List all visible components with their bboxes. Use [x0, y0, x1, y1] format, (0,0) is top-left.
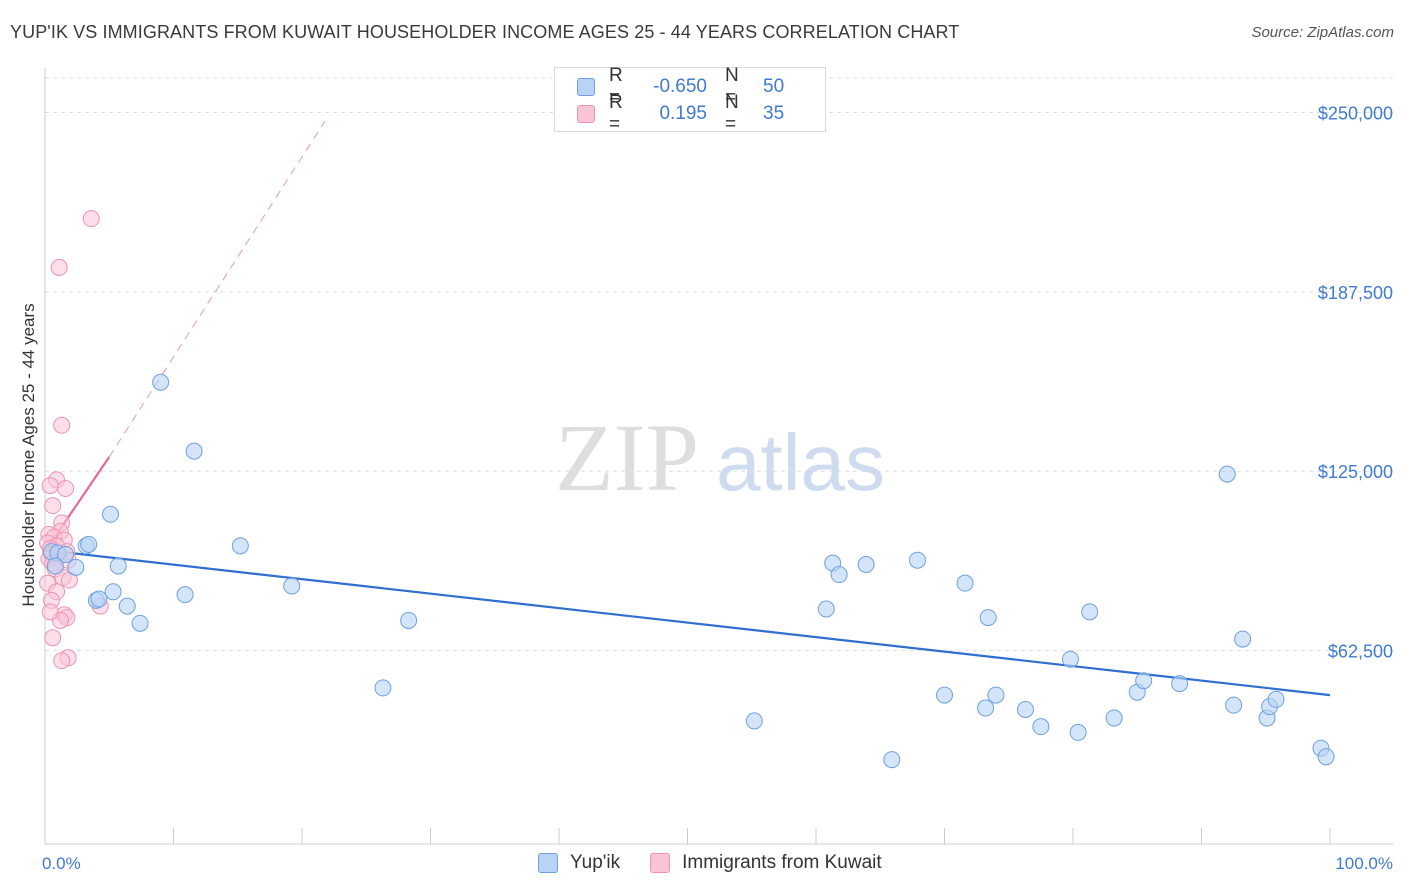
legend-row-kuwait: R = 0.195 N = 35	[577, 92, 785, 135]
data-point-yupik	[109, 557, 127, 575]
legend-n-value: 35	[763, 103, 785, 124]
data-point-yupik	[1225, 696, 1243, 714]
series-yupik-points	[42, 373, 1335, 769]
y-axis-label: Householder Income Ages 25 - 44 years	[19, 303, 38, 606]
data-point-yupik	[1234, 630, 1252, 648]
legend-swatch-yupik	[538, 853, 558, 873]
data-point-yupik	[956, 574, 974, 592]
data-point-yupik	[118, 597, 136, 615]
data-point-kuwait	[53, 416, 71, 434]
source-label: Source: ZipAtlas.com	[1251, 24, 1394, 41]
series-legend: Yup'ik Immigrants from Kuwait	[538, 852, 912, 874]
grid-lines	[45, 77, 1393, 652]
data-point-yupik	[1105, 709, 1123, 727]
data-point-yupik	[283, 577, 301, 595]
legend-n-value: 50	[763, 76, 785, 97]
data-point-yupik	[909, 551, 927, 569]
data-point-yupik	[857, 556, 875, 574]
data-point-yupik	[1267, 690, 1285, 708]
watermark-atlas: atlas	[716, 418, 885, 507]
legend-label-kuwait: Immigrants from Kuwait	[682, 852, 882, 873]
data-point-yupik	[57, 545, 75, 563]
trend-line-kuwait-dashed	[108, 120, 326, 458]
data-point-yupik	[46, 557, 64, 575]
data-point-kuwait	[82, 210, 100, 228]
data-point-kuwait	[53, 652, 71, 670]
x-tick-label-start: 0.0%	[42, 854, 81, 873]
data-point-yupik	[1081, 603, 1099, 621]
data-point-yupik	[90, 590, 108, 608]
data-point-yupik	[185, 442, 203, 460]
legend-r-label: R =	[609, 65, 623, 108]
legend-item-yupik[interactable]: Yup'ik	[538, 852, 620, 874]
data-point-kuwait	[50, 258, 68, 276]
data-point-yupik	[131, 614, 149, 632]
data-point-yupik	[80, 535, 98, 553]
legend-item-kuwait[interactable]: Immigrants from Kuwait	[650, 852, 882, 874]
legend-n-label: N =	[725, 92, 739, 135]
legend-row-yupik: R = -0.650 N = 50	[577, 65, 785, 108]
legend-label-yupik: Yup'ik	[570, 852, 621, 873]
data-point-yupik	[231, 537, 249, 555]
data-point-yupik	[1317, 748, 1335, 766]
y-tick-label: $187,500	[1318, 283, 1393, 303]
legend-r-value: -0.650	[653, 76, 707, 97]
legend-swatch-blue	[577, 78, 595, 96]
data-point-yupik	[102, 505, 120, 523]
data-point-yupik	[936, 686, 953, 704]
legend-swatch-pink	[577, 105, 595, 123]
y-tick-label: $62,500	[1328, 642, 1393, 662]
data-point-yupik	[1135, 672, 1153, 690]
chart-title: YUP'IK VS IMMIGRANTS FROM KUWAIT HOUSEHO…	[10, 22, 960, 42]
legend-swatch-kuwait	[650, 853, 671, 873]
y-tick-label: $250,000	[1318, 103, 1393, 123]
data-point-kuwait	[57, 479, 75, 497]
data-point-yupik	[374, 679, 392, 697]
x-tick-labels: 0.0% 100.0%	[42, 854, 1393, 873]
data-point-yupik	[979, 609, 997, 627]
watermark-zip: ZIP	[555, 404, 699, 511]
x-tick-label-end: 100.0%	[1335, 854, 1393, 873]
data-point-yupik	[1016, 700, 1034, 718]
legend-r-label: R =	[609, 92, 623, 135]
data-point-yupik	[1069, 723, 1087, 741]
data-point-yupik	[1171, 675, 1189, 693]
data-point-yupik	[104, 583, 122, 601]
trend-line-yupik	[44, 549, 1331, 697]
y-tick-labels: $62,500 $125,000 $187,500 $250,000	[1318, 103, 1393, 661]
data-point-yupik	[1032, 718, 1050, 736]
data-point-yupik	[977, 699, 995, 717]
watermark: ZIP atlas	[555, 404, 885, 511]
legend-n-label: N =	[725, 65, 739, 108]
data-point-kuwait	[41, 603, 59, 621]
data-point-yupik	[1061, 650, 1079, 668]
y-tick-label: $125,000	[1318, 462, 1393, 482]
data-point-yupik	[830, 566, 848, 584]
legend-r-value: 0.195	[659, 103, 707, 124]
data-point-yupik	[400, 611, 418, 629]
data-point-kuwait	[41, 477, 59, 495]
data-point-yupik	[987, 686, 1005, 704]
data-point-kuwait	[44, 629, 62, 647]
data-point-yupik	[152, 373, 170, 391]
axes	[44, 68, 1393, 845]
data-point-yupik	[817, 600, 835, 618]
data-point-yupik	[67, 558, 85, 576]
data-point-yupik	[745, 712, 763, 730]
data-point-yupik	[883, 751, 901, 769]
data-point-yupik	[1218, 465, 1236, 483]
data-point-kuwait	[44, 497, 62, 515]
data-point-yupik	[176, 586, 194, 604]
correlation-legend: R = -0.650 N = 50 R = 0.195 N = 35	[554, 65, 826, 135]
